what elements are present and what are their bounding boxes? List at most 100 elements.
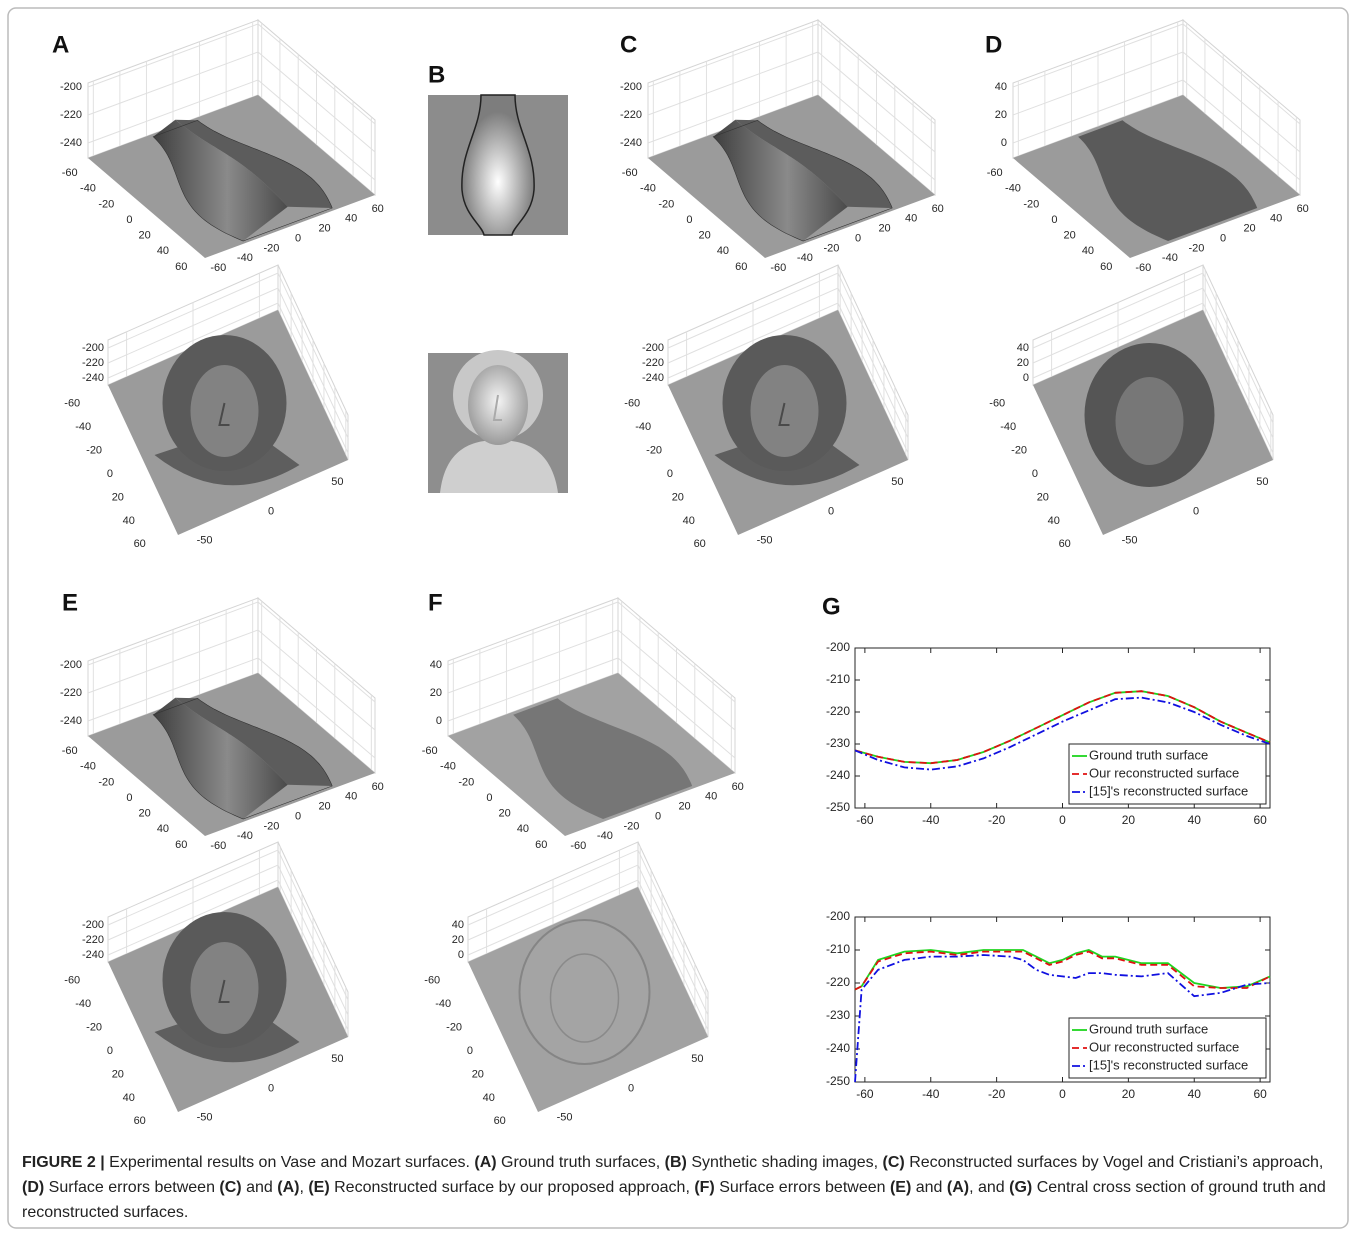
- z-tick-label: 0: [1001, 137, 1007, 149]
- y-tick-label: 40: [157, 823, 169, 835]
- y-tick-label: -20: [86, 444, 102, 456]
- y-tick-label: -20: [98, 776, 114, 788]
- x-tick-label: -40: [922, 1087, 940, 1101]
- panel-label: E: [62, 589, 78, 616]
- x-tick-label: -20: [823, 242, 839, 254]
- x-tick-label: 20: [878, 223, 890, 235]
- surface-side: [713, 119, 848, 241]
- y-tick-label: -240: [826, 768, 850, 782]
- y-tick-label: 0: [126, 214, 132, 226]
- x-tick-label: -60: [1135, 262, 1151, 274]
- y-tick-label: -20: [98, 198, 114, 210]
- x-tick-label: 0: [295, 810, 301, 822]
- y-tick-label: 0: [1032, 468, 1038, 480]
- y-tick-label: -40: [440, 761, 456, 773]
- z-grid-line: [467, 849, 709, 1001]
- x-tick-label: 50: [691, 1053, 703, 1065]
- error-surface: [1078, 120, 1258, 241]
- z-tick-label: 40: [995, 81, 1007, 93]
- x-tick-label: -20: [988, 1087, 1006, 1101]
- z-grid-line: [467, 879, 709, 1031]
- y-tick-label: 60: [494, 1115, 506, 1127]
- error-surface: [513, 698, 693, 819]
- y-tick-label: -60: [424, 975, 440, 987]
- x-tick-label: 60: [372, 781, 384, 793]
- x-tick-label: 60: [932, 203, 944, 215]
- y-tick-label: 40: [1048, 515, 1060, 527]
- y-tick-label: 0: [107, 1045, 113, 1057]
- surface-nose: [218, 979, 230, 1003]
- z-grid-line: [107, 287, 349, 439]
- x-tick-label: 20: [318, 223, 330, 235]
- x-tick-label: 40: [905, 213, 917, 225]
- z-grid-line: [1012, 79, 1301, 181]
- legend-label: [15]'s reconstructed surface: [1089, 1057, 1248, 1072]
- z-grid-line: [1032, 287, 1274, 439]
- y-tick-label: 40: [517, 823, 529, 835]
- x-tick-label: 0: [1059, 813, 1066, 827]
- shading-image-vase: [428, 94, 568, 236]
- figure-border: [7, 7, 1349, 1229]
- y-tick-label: -230: [826, 1008, 850, 1022]
- caption-text: Surface errors between: [714, 1179, 890, 1196]
- y-tick-label: 60: [1059, 538, 1071, 550]
- z-grid-line: [467, 864, 709, 1016]
- y-tick-label: -60: [62, 745, 78, 757]
- panel-label: D: [985, 31, 1002, 58]
- panel-label: G: [822, 593, 841, 620]
- legend: [1068, 1017, 1267, 1079]
- z-grid-line: [447, 629, 736, 731]
- caption-text: (A): [277, 1179, 300, 1196]
- x-tick-label: 0: [1059, 1087, 1066, 1101]
- z-grid-line: [107, 879, 349, 1031]
- x-tick-label: 0: [1220, 232, 1226, 244]
- x-tick-label: -40: [597, 830, 613, 842]
- z-tick-label: 40: [1017, 342, 1029, 354]
- z-grid-line: [1012, 23, 1301, 125]
- caption-text: Reconstructed surfaces by Vogel and Cris…: [904, 1154, 1324, 1171]
- caption-text: Central cross section of ground truth an…: [22, 1179, 1326, 1221]
- y-tick-label: 20: [672, 491, 684, 503]
- y-tick-label: -60: [987, 167, 1003, 179]
- y-tick-label: 60: [694, 538, 706, 550]
- caption-text: (D): [22, 1179, 45, 1196]
- y-tick-label: -40: [1000, 421, 1016, 433]
- y-tick-label: -60: [62, 167, 78, 179]
- surface-nose: [218, 402, 230, 426]
- z-tick-label: -200: [82, 342, 104, 354]
- z-grid-line: [87, 629, 376, 731]
- y-tick-label: 40: [1082, 245, 1094, 257]
- legend-label: [15]'s reconstructed surface: [1089, 783, 1248, 798]
- x-tick-label: 0: [628, 1082, 634, 1094]
- surface-nose: [778, 402, 790, 426]
- z-tick-label: -220: [60, 687, 82, 699]
- y-tick-label: -200: [826, 640, 850, 654]
- x-tick-label: -60: [770, 262, 786, 274]
- y-tick-label: -250: [826, 1074, 850, 1088]
- caption-text: (F): [694, 1179, 715, 1196]
- line-series: [854, 696, 1271, 771]
- surface-plot: -200-220-240-60-40-200204060-60-40-20020…: [60, 18, 384, 274]
- y-tick-label: -210: [826, 942, 850, 956]
- z-grid-line: [1012, 51, 1301, 153]
- z-tick-label: -220: [82, 934, 104, 946]
- panel-label: A: [52, 31, 69, 58]
- z-tick-label: 0: [1023, 372, 1029, 384]
- x-tick-label: 40: [345, 791, 357, 803]
- z-grid-line: [447, 601, 736, 703]
- y-tick-label: -60: [624, 398, 640, 410]
- caption-text: (G): [1009, 1179, 1033, 1196]
- x-tick-label: -20: [623, 820, 639, 832]
- error-surface: [518, 919, 651, 1065]
- z-tick-label: -200: [60, 81, 82, 93]
- y-tick-label: -20: [446, 1021, 462, 1033]
- y-tick-label: 20: [699, 230, 711, 242]
- y-tick-label: 20: [1037, 491, 1049, 503]
- shading-image-face: [428, 350, 568, 493]
- caption-text: Synthetic shading images,: [686, 1154, 883, 1171]
- x-tick-label: -20: [1188, 242, 1204, 254]
- z-tick-label: -220: [642, 357, 664, 369]
